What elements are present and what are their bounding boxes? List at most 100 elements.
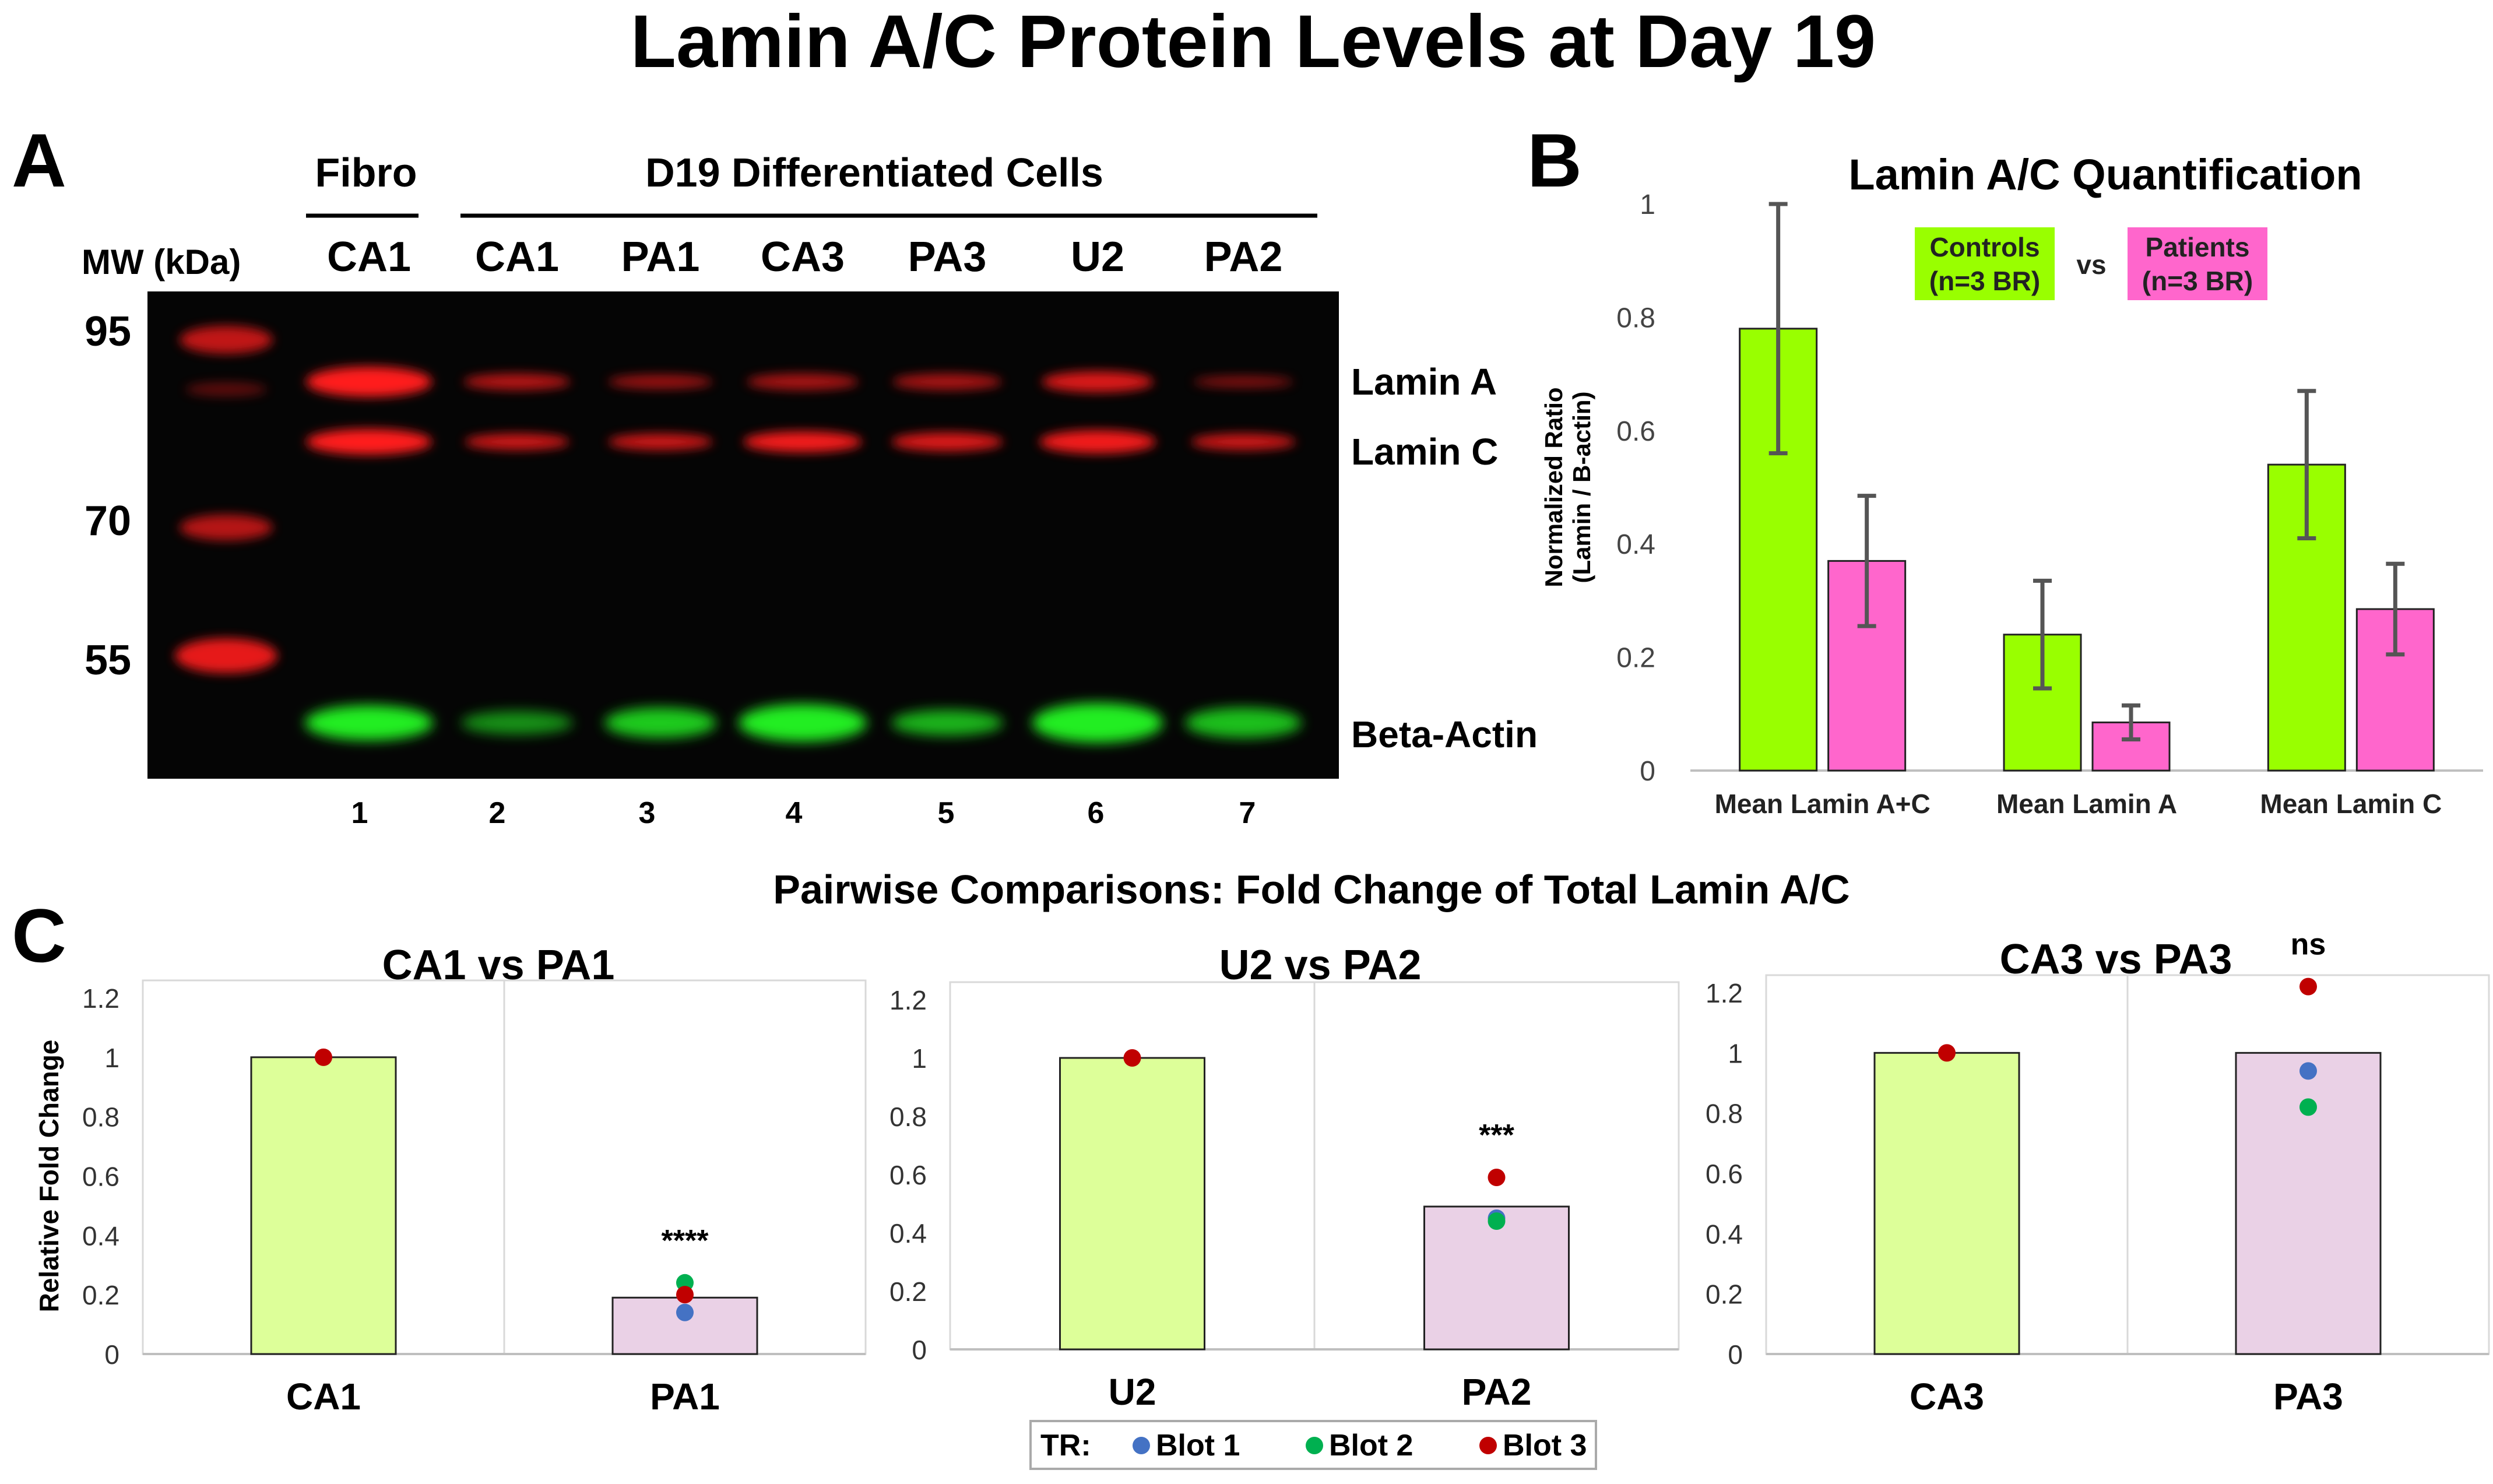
y-axis-label: Relative Fold Change xyxy=(34,1040,64,1313)
y-tick-label: 0.2 xyxy=(889,1276,927,1307)
data-point-blot-3 xyxy=(1123,1049,1141,1067)
lane-number: 2 xyxy=(489,796,506,830)
chart-c1: CA1 vs PA1 0 0.2 0.4 0.6 0.8 1 1.2 Relative Fold… xyxy=(34,942,867,1418)
y-tick-label: 1 xyxy=(1728,1038,1743,1068)
lamin-c-band xyxy=(306,429,432,455)
lamin-c-band xyxy=(1191,434,1296,450)
panel-b-letter: B xyxy=(1527,118,1582,203)
legend-item-label: Blot 1 xyxy=(1156,1429,1240,1462)
y-tick-label: 1.2 xyxy=(1706,978,1743,1008)
x-category-label: Mean Lamin A xyxy=(1996,789,2177,819)
data-point-blot-3 xyxy=(676,1286,694,1304)
mw-marker-label: 70 xyxy=(85,498,131,544)
panel-c: C Pairwise Comparisons: Fold Change of T… xyxy=(12,867,2490,1470)
legend-label: (n=3 BR) xyxy=(1929,266,2040,296)
band-label: Lamin C xyxy=(1351,431,1498,473)
y-tick-label: 0.2 xyxy=(1706,1279,1743,1310)
lamin-c-band xyxy=(608,434,713,450)
legend-item-label: Blot 3 xyxy=(1503,1429,1587,1462)
lamin-a-band xyxy=(608,375,713,389)
data-point-blot-1 xyxy=(676,1303,694,1321)
lane-number: 1 xyxy=(351,796,368,830)
x-category-label: Mean Lamin A+C xyxy=(1715,789,1931,819)
y-tick-label: 0.6 xyxy=(1706,1159,1743,1189)
y-tick-label: 0.4 xyxy=(82,1221,119,1251)
beta-actin-band xyxy=(739,704,867,741)
bar xyxy=(2235,1052,2382,1355)
y-tick-label: 1 xyxy=(104,1043,119,1073)
y-tick-label: 0.6 xyxy=(82,1162,119,1192)
group-label-differentiated: D19 Differentiated Cells xyxy=(645,150,1103,195)
data-point-blot-3 xyxy=(315,1048,332,1066)
ladder-band xyxy=(180,326,273,354)
lamin-a-band xyxy=(892,374,1002,390)
lamin-a-band xyxy=(306,367,432,397)
ladder-band xyxy=(180,515,273,540)
patient-bar xyxy=(1827,560,1907,772)
y-axis-label-line: Normalized Ratio xyxy=(1540,387,1567,587)
legend-marker xyxy=(1306,1437,1323,1454)
bar xyxy=(250,1056,397,1355)
y-tick-label: 0.8 xyxy=(82,1102,119,1133)
figure-title: Lamin A/C Protein Levels at Day 19 xyxy=(631,0,1876,83)
y-tick-label: 0 xyxy=(1728,1339,1743,1370)
chart-title: U2 vs PA2 xyxy=(1219,942,1422,989)
bar xyxy=(1059,1057,1205,1351)
ladder-band xyxy=(185,382,267,396)
panel-c-legend: TR: Blot 1 Blot 2 Blot 3 xyxy=(1029,1420,1597,1470)
mw-label: MW (kDa) xyxy=(82,242,241,282)
x-category-label: PA2 xyxy=(1462,1371,1532,1413)
legend-box xyxy=(2128,227,2267,300)
sample-label: U2 xyxy=(1071,234,1124,280)
y-tick-label: 0.4 xyxy=(889,1218,927,1249)
data-point-blot-2 xyxy=(2299,1098,2317,1116)
y-tick-label: 0.4 xyxy=(1706,1219,1743,1249)
chart-b: 0 0.2 0.4 0.6 0.8 1 Normalized Ratio(Lamin / B… xyxy=(1540,189,2483,819)
significance-label: *** xyxy=(1479,1119,1514,1152)
lamin-a-band xyxy=(1042,371,1154,392)
sample-label: PA2 xyxy=(1204,234,1283,280)
beta-actin-band xyxy=(604,708,716,738)
y-tick-label: 0.6 xyxy=(889,1160,927,1190)
legend-item-label: Blot 2 xyxy=(1329,1429,1413,1462)
beta-actin-band xyxy=(461,711,573,734)
y-tick-label: 0.4 xyxy=(1616,529,1655,560)
y-tick-label: 0.6 xyxy=(1616,416,1655,447)
sample-label: PA1 xyxy=(621,234,700,280)
sample-label: CA1 xyxy=(475,234,559,280)
x-category-label: U2 xyxy=(1109,1371,1156,1413)
lane-number: 7 xyxy=(1239,796,1256,830)
beta-actin-band xyxy=(1032,703,1163,743)
y-tick-label: 0.2 xyxy=(82,1280,119,1310)
lamin-a-band xyxy=(747,374,859,390)
band-labels: Lamin A Lamin C Beta-Actin xyxy=(1351,361,1538,755)
panel-a: A MW (kDa) Fibro D19 Differentiated Cell… xyxy=(12,118,1538,830)
y-tick-label: 0 xyxy=(104,1339,119,1370)
sample-label: PA3 xyxy=(908,234,987,280)
sample-label: CA3 xyxy=(761,234,845,280)
western-blot-image xyxy=(147,291,1339,779)
legend-label: (n=3 BR) xyxy=(2142,266,2253,296)
panel-b: B Lamin A/C Quantification 0 0.2 0.4 0.6 0.8… xyxy=(1527,118,2483,819)
beta-actin-band xyxy=(305,705,433,740)
y-axis-label: Normalized Ratio(Lamin / B-actin) xyxy=(1540,387,1595,587)
data-point-blot-2 xyxy=(1488,1212,1506,1230)
y-tick-label: 0 xyxy=(1640,756,1655,787)
x-category-label: CA1 xyxy=(286,1376,361,1418)
legend-prefix: TR: xyxy=(1040,1429,1091,1462)
lamin-c-band xyxy=(743,431,862,452)
sample-label: CA1 xyxy=(327,234,411,280)
sample-labels: CA1 CA1 PA1 CA3 PA3 U2 PA2 xyxy=(327,234,1282,280)
panel-c-heading: Pairwise Comparisons: Fold Change of Tot… xyxy=(773,867,1849,912)
panel-c-letter: C xyxy=(12,893,66,978)
y-tick-label: 1 xyxy=(1640,189,1655,220)
legend-marker xyxy=(1133,1437,1150,1454)
panel-a-letter: A xyxy=(12,118,66,203)
lamin-c-band xyxy=(1039,430,1156,453)
mw-marker-label: 95 xyxy=(85,308,131,355)
x-category-label: PA1 xyxy=(650,1376,720,1418)
bar xyxy=(1873,1052,2020,1355)
group-label-fibro: Fibro xyxy=(315,150,417,195)
